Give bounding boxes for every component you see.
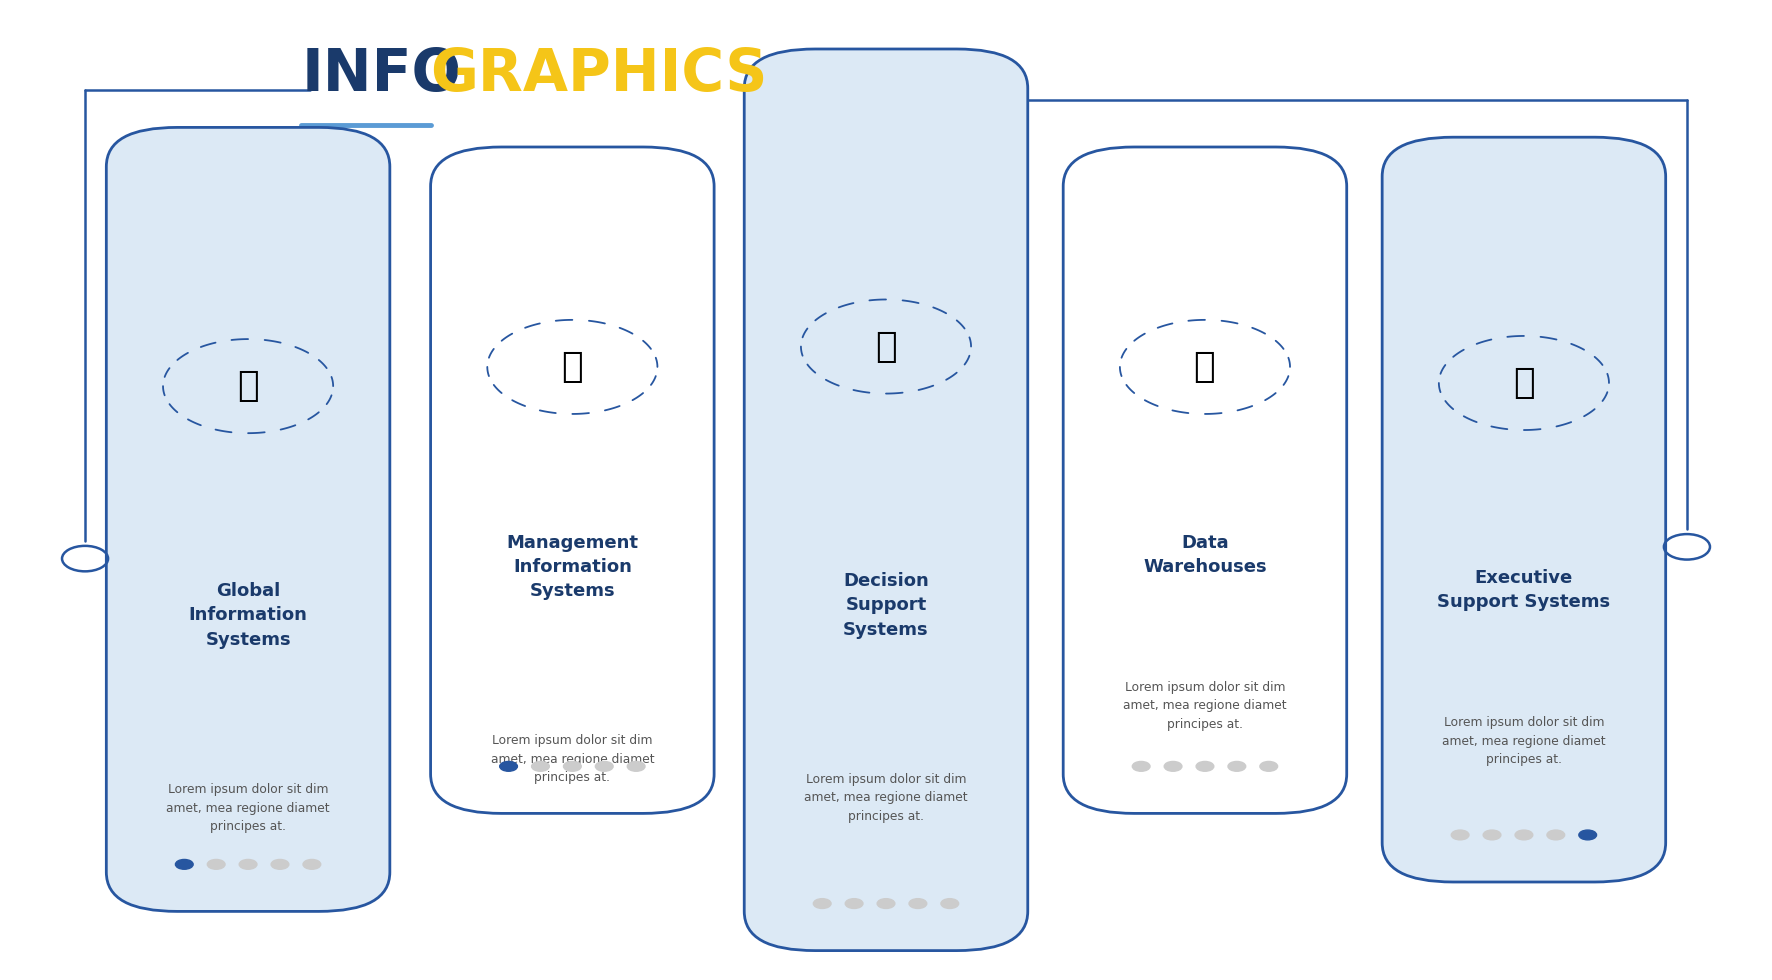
- FancyBboxPatch shape: [744, 49, 1028, 951]
- Text: Management
Information
Systems: Management Information Systems: [507, 533, 638, 600]
- Circle shape: [532, 761, 549, 771]
- Circle shape: [239, 859, 257, 869]
- Circle shape: [175, 859, 193, 869]
- Circle shape: [1515, 830, 1533, 840]
- Text: Lorem ipsum dolor sit dim
amet, mea regione diamet
principes at.: Lorem ipsum dolor sit dim amet, mea regi…: [1123, 680, 1286, 730]
- Circle shape: [1164, 761, 1182, 771]
- Text: 🚀: 🚀: [1513, 366, 1535, 400]
- FancyBboxPatch shape: [431, 147, 714, 813]
- Text: INFO: INFO: [301, 46, 461, 103]
- Circle shape: [1579, 830, 1597, 840]
- FancyBboxPatch shape: [1063, 147, 1347, 813]
- Circle shape: [271, 859, 289, 869]
- Circle shape: [813, 899, 831, 908]
- Circle shape: [1483, 830, 1501, 840]
- Circle shape: [1228, 761, 1246, 771]
- Text: Executive
Support Systems: Executive Support Systems: [1437, 569, 1611, 612]
- Text: Lorem ipsum dolor sit dim
amet, mea regione diamet
principes at.: Lorem ipsum dolor sit dim amet, mea regi…: [491, 734, 654, 784]
- Circle shape: [1132, 761, 1150, 771]
- Text: 🏛️: 🏛️: [1194, 350, 1216, 384]
- Text: Lorem ipsum dolor sit dim
amet, mea regione diamet
principes at.: Lorem ipsum dolor sit dim amet, mea regi…: [167, 783, 330, 833]
- Circle shape: [877, 899, 895, 908]
- Circle shape: [500, 761, 517, 771]
- Text: 📊: 📊: [875, 329, 897, 364]
- Text: Decision
Support
Systems: Decision Support Systems: [843, 572, 929, 639]
- Text: 🌐: 🌐: [237, 369, 259, 403]
- Text: Lorem ipsum dolor sit dim
amet, mea regione diamet
principes at.: Lorem ipsum dolor sit dim amet, mea regi…: [804, 773, 968, 823]
- Circle shape: [941, 899, 959, 908]
- Text: Lorem ipsum dolor sit dim
amet, mea regione diamet
principes at.: Lorem ipsum dolor sit dim amet, mea regi…: [1442, 716, 1605, 766]
- Circle shape: [1260, 761, 1278, 771]
- Text: Data
Warehouses: Data Warehouses: [1143, 533, 1267, 576]
- Circle shape: [563, 761, 581, 771]
- Text: GRAPHICS: GRAPHICS: [431, 46, 767, 103]
- Circle shape: [1547, 830, 1565, 840]
- Circle shape: [207, 859, 225, 869]
- FancyBboxPatch shape: [1382, 137, 1666, 882]
- FancyBboxPatch shape: [106, 127, 390, 911]
- Circle shape: [627, 761, 645, 771]
- Circle shape: [845, 899, 863, 908]
- Circle shape: [595, 761, 613, 771]
- Text: Global
Information
Systems: Global Information Systems: [188, 582, 308, 649]
- Circle shape: [1451, 830, 1469, 840]
- Circle shape: [909, 899, 927, 908]
- Circle shape: [1196, 761, 1214, 771]
- Circle shape: [303, 859, 321, 869]
- Text: 🤖: 🤖: [562, 350, 583, 384]
